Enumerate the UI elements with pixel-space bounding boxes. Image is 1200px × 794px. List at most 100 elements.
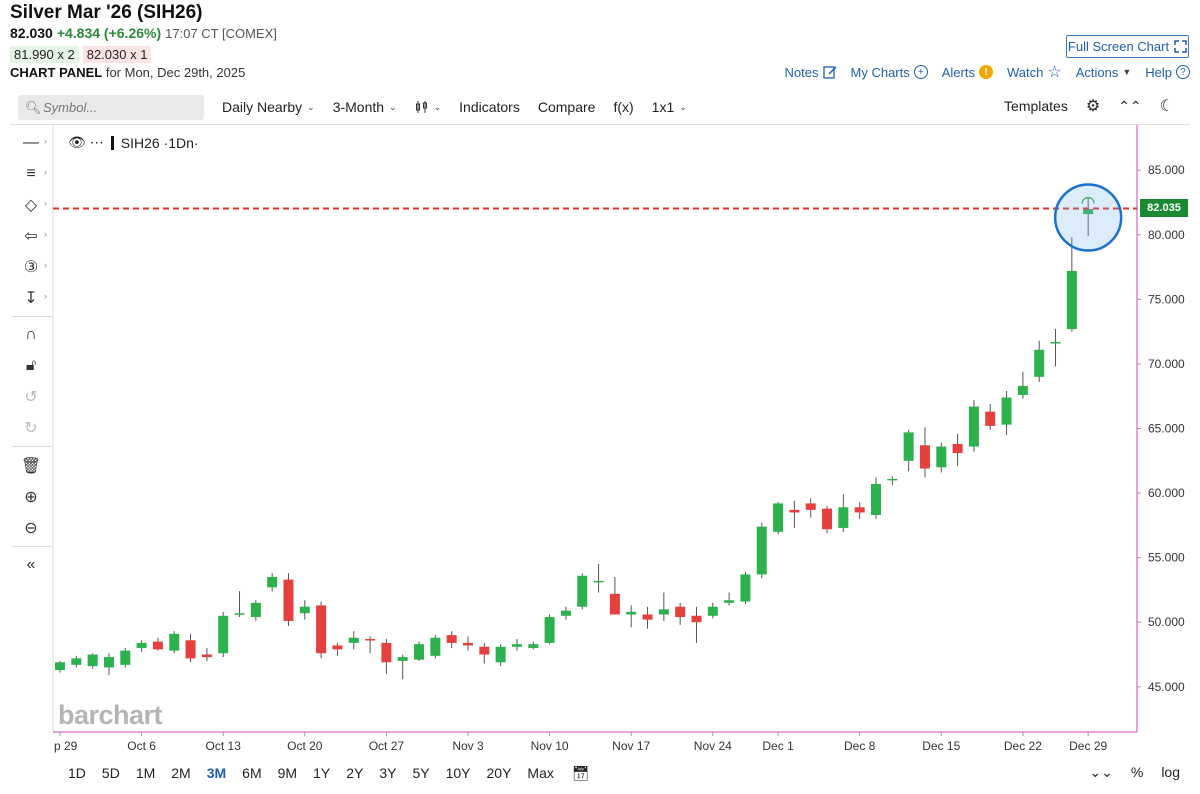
shape-tool-icon[interactable]: ◇ › [24, 197, 47, 214]
indicators-button[interactable]: Indicators [459, 99, 520, 115]
candle-body [805, 503, 816, 510]
zoom-out-icon[interactable]: ⊖ [24, 520, 38, 537]
candle-body [414, 644, 425, 660]
range-button-1y[interactable]: 1Y [313, 765, 331, 781]
toolbar-right: Templates ⚙ ⌃⌃ ☾ [1004, 96, 1174, 116]
chart-type-select[interactable]: ⌄ [415, 100, 442, 114]
chart-panel-line: CHART PANEL for Mon, Dec 29th, 2025 [10, 65, 245, 80]
plot-area [53, 125, 1137, 732]
chart-panel-date: for Mon, Dec 29th, 2025 [105, 65, 246, 80]
scroll-down-icon[interactable]: ⌄⌄ [1089, 764, 1113, 780]
trash-icon[interactable]: 🗑︎ [20, 458, 42, 475]
candle-body [234, 613, 245, 615]
layout-select[interactable]: 1x1 ⌄ [652, 99, 687, 115]
redo-icon[interactable]: ↻ [24, 420, 38, 437]
candle-body [740, 574, 751, 602]
candle-body [136, 642, 147, 649]
range-button-5y[interactable]: 5Y [412, 765, 430, 781]
y-tick-label: 65.000 [1148, 422, 1185, 436]
candle-body [544, 617, 555, 643]
y-tick-label: 55.000 [1148, 551, 1185, 565]
arrow-tool-icon[interactable]: ⇦ › [24, 228, 47, 245]
range-button-3y[interactable]: 3Y [379, 765, 397, 781]
range-button-6m[interactable]: 6M [242, 765, 262, 781]
candle-body [903, 432, 914, 461]
candle-body [446, 635, 457, 643]
range-button-3m[interactable]: 3M [206, 765, 227, 781]
period-select[interactable]: 3-Month ⌄ [333, 99, 397, 115]
log-toggle[interactable]: log [1161, 764, 1180, 780]
chevron-down-icon: ⌄ [433, 101, 442, 112]
range-button-9m[interactable]: 9M [277, 765, 298, 781]
undo-icon[interactable]: ↺ [24, 389, 38, 406]
zoom-in-icon[interactable]: ⊕ [24, 489, 38, 506]
alerts-link[interactable]: Alerts! [942, 65, 993, 80]
range-button-2y[interactable]: 2Y [346, 765, 364, 781]
candle-body [642, 614, 653, 620]
my-charts-link[interactable]: My Charts + [851, 65, 928, 80]
candle-body [87, 654, 98, 667]
x-tick-label: Dec 22 [1004, 739, 1042, 753]
candle-body [593, 580, 604, 583]
candlestick-icon [415, 101, 427, 113]
candle-body [838, 507, 849, 528]
range-button-5d[interactable]: 5D [101, 765, 120, 781]
dark-mode-icon[interactable]: ☾ [1159, 98, 1174, 115]
magnet-icon[interactable]: ∩ [25, 326, 37, 343]
actions-menu[interactable]: Actions ▼ [1076, 65, 1132, 80]
calendar-icon[interactable]: 📅︎ [571, 764, 590, 781]
range-button-10y[interactable]: 10Y [445, 765, 471, 781]
range-button-20y[interactable]: 20Y [486, 765, 512, 781]
candle-body [185, 640, 196, 659]
full-screen-chart-button[interactable]: Full Screen Chart [1066, 35, 1189, 58]
help-link[interactable]: Help? [1145, 65, 1190, 80]
range-button-2m[interactable]: 2M [171, 765, 191, 781]
notes-label: Notes [784, 64, 819, 80]
candle-body [511, 644, 522, 647]
question-icon: ? [1176, 65, 1190, 79]
more-icon[interactable]: ⋯ [89, 134, 104, 150]
x-tick-label: Oct 20 [287, 739, 323, 753]
measure-tool-icon[interactable]: ↧ › [24, 290, 47, 307]
collapse-left-icon[interactable]: « [26, 556, 36, 573]
x-axis: p 29 Oct 6 Oct 13 Oct 20 Oct 27 Nov 3 Nov 10 No… [54, 732, 1107, 753]
plus-circle-icon: + [913, 65, 928, 79]
candle-body [479, 646, 490, 655]
watch-label: Watch [1006, 64, 1044, 80]
candle-body [463, 642, 473, 646]
tool-divider [12, 446, 52, 447]
candle-body [299, 606, 310, 614]
counter-tool-icon[interactable]: ③ › [23, 259, 47, 276]
line-tool-icon[interactable]: — › [23, 134, 47, 151]
aggregation-select[interactable]: Daily Nearby ⌄ [222, 99, 315, 115]
toolbar-divider [10, 124, 1190, 125]
collapse-icon[interactable]: ⌃⌃ [1118, 97, 1142, 114]
percent-toggle[interactable]: % [1130, 764, 1144, 780]
candle-body [707, 606, 718, 616]
range-button-1m[interactable]: 1M [135, 765, 156, 781]
notes-link[interactable]: Notes [785, 65, 837, 80]
compare-button[interactable]: Compare [537, 99, 596, 115]
chevron-down-icon: ⌄ [389, 101, 397, 112]
candle-body [936, 446, 947, 468]
fib-tool-icon[interactable]: ≡ › [26, 165, 47, 182]
candle-body [609, 593, 620, 615]
caret-down-icon: ▼ [1122, 67, 1132, 77]
y-tick-label: 85.000 [1148, 163, 1185, 177]
eye-icon[interactable]: 👁︎ [68, 134, 86, 150]
symbol-input[interactable] [18, 94, 204, 120]
fx-button[interactable]: f(x) [613, 99, 634, 115]
symbol-search: 🔍︎ [18, 94, 204, 120]
range-button-max[interactable]: Max [527, 765, 554, 781]
alert-marker-icon [1081, 196, 1095, 204]
lock-icon[interactable]: 🔓︎ [25, 357, 37, 374]
settings-gear-icon[interactable]: ⚙ [1085, 98, 1101, 115]
tool-divider [12, 316, 52, 317]
range-button-1d[interactable]: 1D [68, 765, 86, 781]
templates-button[interactable]: Templates [1004, 98, 1068, 114]
x-tick-label: Oct 27 [369, 739, 405, 753]
highlight-circle [1053, 183, 1123, 252]
watch-link[interactable]: Watch ☆ [1007, 62, 1062, 82]
series-color-swatch [110, 135, 114, 150]
